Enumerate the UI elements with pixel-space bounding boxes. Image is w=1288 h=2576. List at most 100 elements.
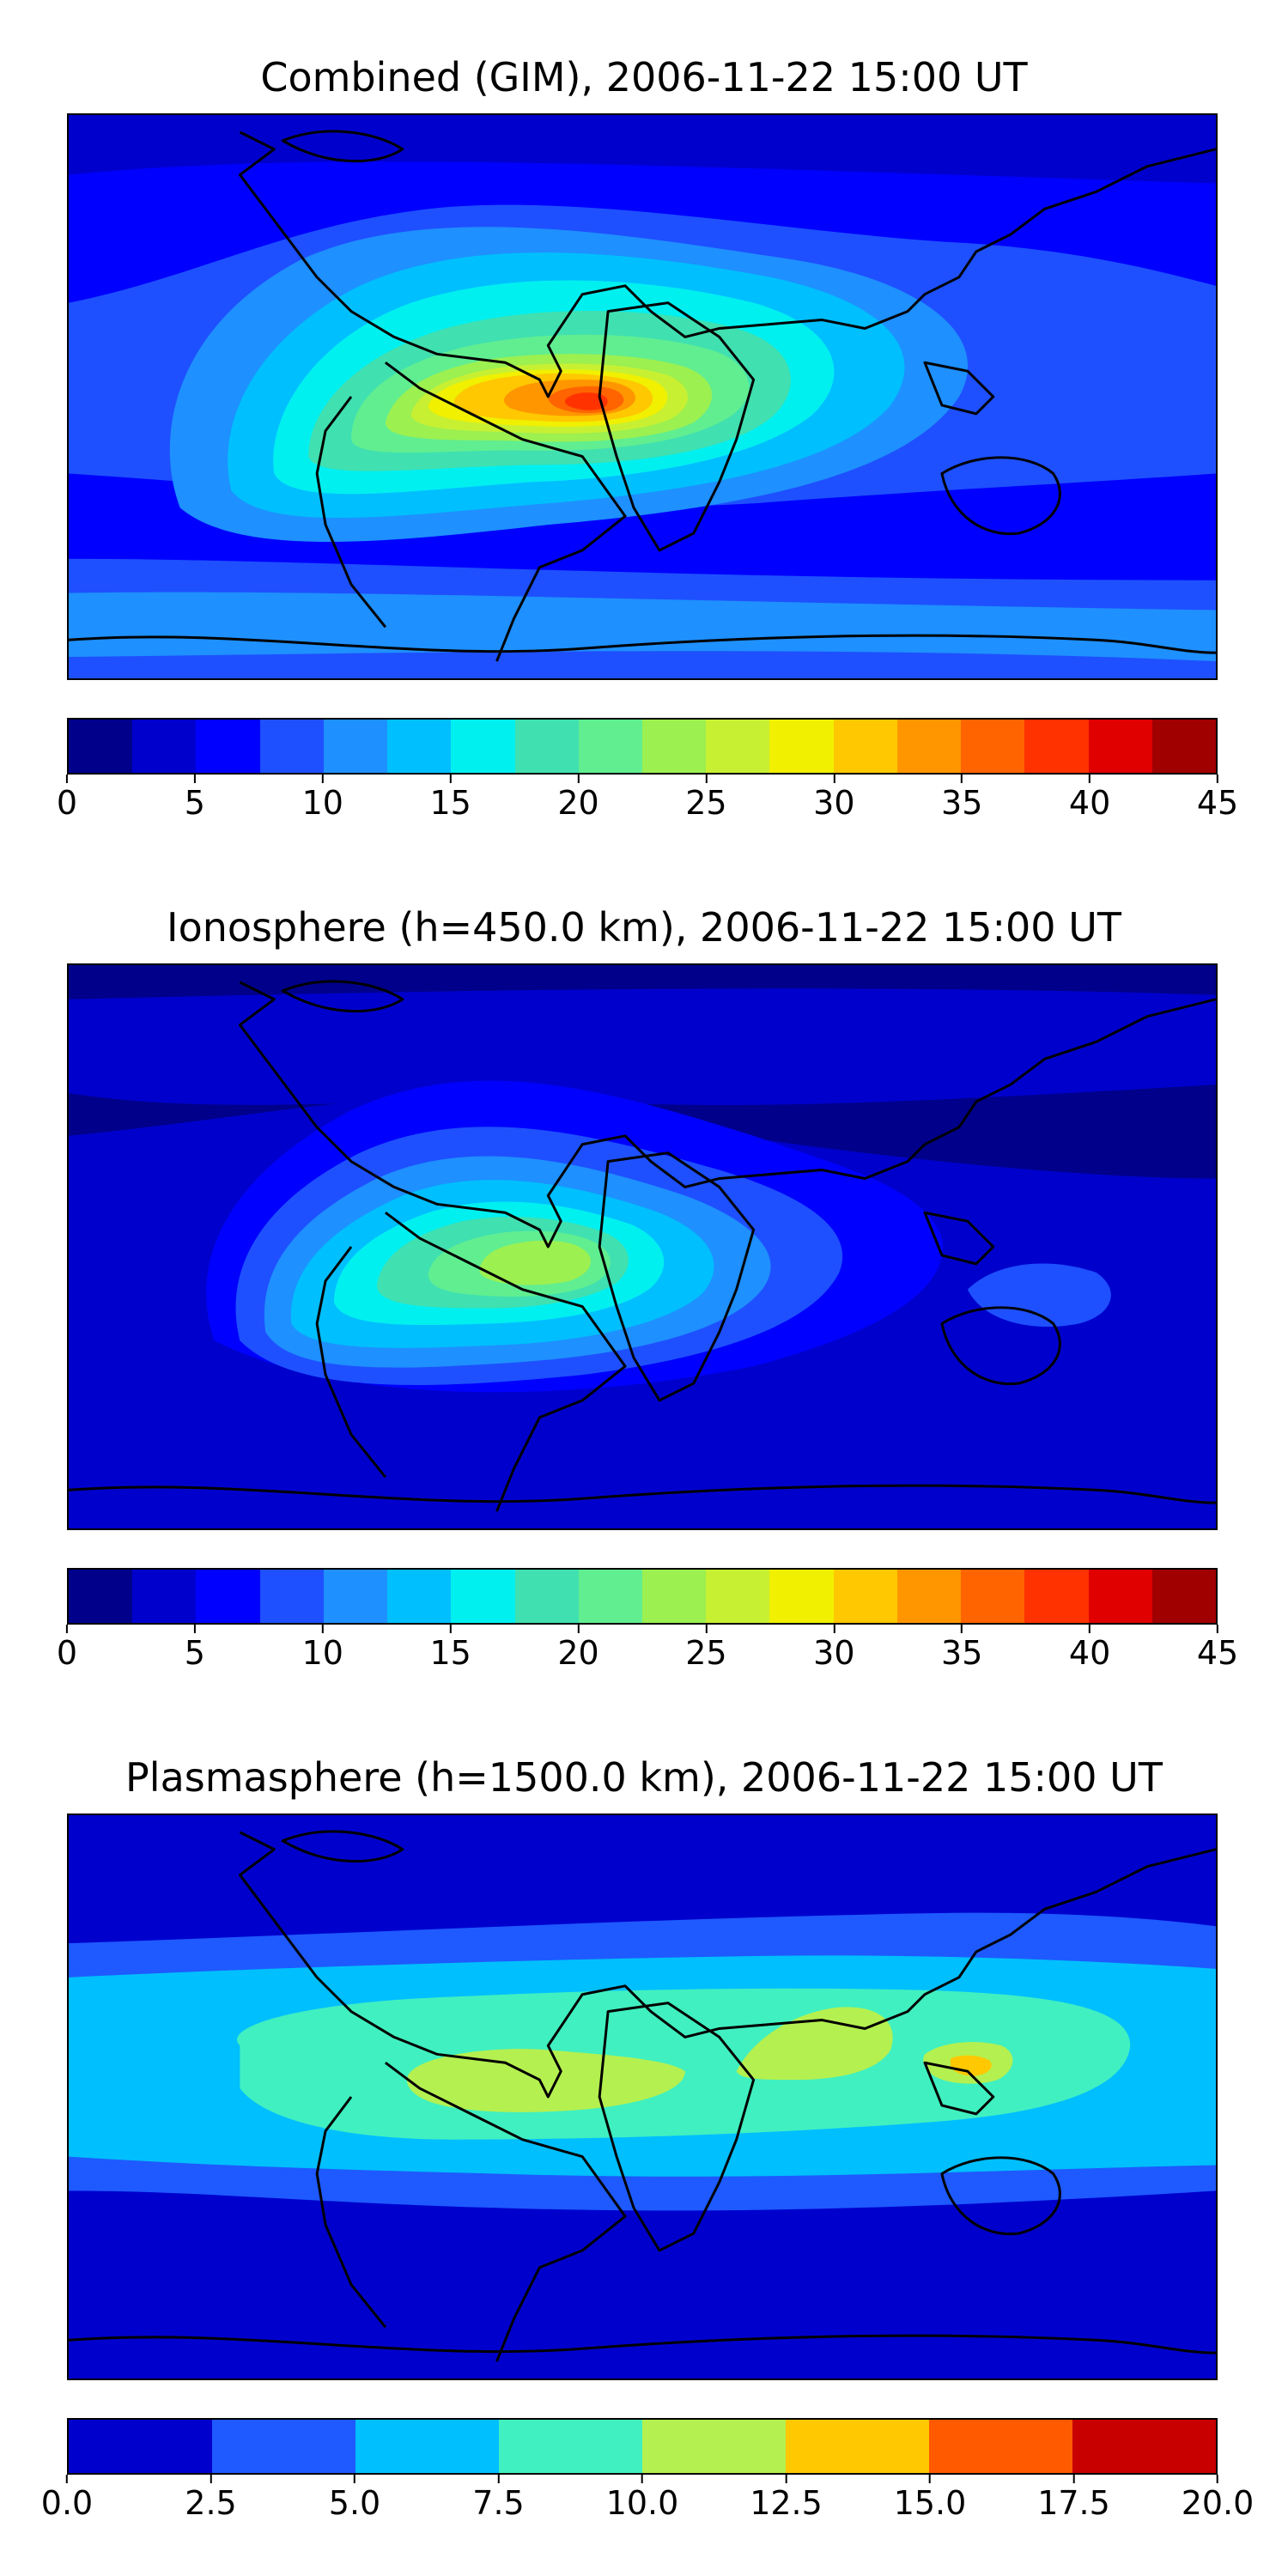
panel-3-colorbar-ticks: 0.0 2.5 5.0 7.5 10.0 12.5 15.0 17.5 20.0 — [41, 2475, 1254, 2526]
panel-2-colorbar — [67, 1568, 1218, 1625]
panel-3-colorbar — [67, 2418, 1218, 2475]
colorbar-tick-label: 25 — [685, 1634, 727, 1672]
colorbar-tick: 0.0 — [41, 2475, 93, 2523]
colorbar-segment — [514, 1570, 579, 1623]
colorbar-tick-label: 25 — [685, 784, 727, 822]
colorbar-tick-label: 35 — [941, 1634, 983, 1672]
colorbar-segment — [786, 2420, 929, 2473]
colorbar-segment — [499, 2420, 642, 2473]
panel-2-title: Ionosphere (h=450.0 km), 2006-11-22 15:0… — [167, 904, 1121, 951]
colorbar-segment — [387, 1570, 452, 1623]
colorbar-tick-label: 12.5 — [750, 2484, 823, 2522]
colorbar-segment — [1088, 720, 1152, 773]
panel-2-map — [67, 963, 1218, 1530]
colorbar-tick: 0 — [57, 1625, 77, 1673]
colorbar-tick: 0 — [57, 775, 77, 823]
colorbar-tick: 20 — [557, 775, 599, 823]
colorbar-tick: 40 — [1069, 1625, 1110, 1673]
colorbar-segment — [578, 1570, 642, 1623]
colorbar-segment — [451, 1570, 515, 1623]
colorbar-tick-label: 35 — [941, 784, 983, 822]
colorbar-tick-label: 20 — [557, 1634, 599, 1672]
colorbar-segment — [259, 720, 324, 773]
colorbar-segment — [706, 1570, 770, 1623]
colorbar-tick-label: 10 — [301, 784, 343, 822]
colorbar-tick-label: 20.0 — [1181, 2484, 1255, 2522]
colorbar-tick-label: 45 — [1196, 1634, 1239, 1672]
colorbar-tick: 30 — [813, 1625, 855, 1673]
colorbar-tick-label: 5.0 — [328, 2484, 381, 2522]
colorbar-tick: 35 — [941, 1625, 982, 1673]
colorbar-segment — [929, 2420, 1072, 2473]
colorbar-segment — [961, 1570, 1025, 1623]
panel-3-title: Plasmasphere (h=1500.0 km), 2006-11-22 1… — [125, 1754, 1163, 1801]
colorbar-segment — [1072, 2420, 1216, 2473]
panel-2-coastlines — [69, 980, 1216, 1512]
colorbar-tick-label: 7.5 — [472, 2484, 525, 2522]
colorbar-tick: 10.0 — [605, 2475, 679, 2523]
colorbar-tick: 15.0 — [893, 2475, 967, 2523]
colorbar-tick-label: 40 — [1068, 784, 1111, 822]
colorbar-segment — [323, 720, 388, 773]
colorbar-segment — [387, 720, 452, 773]
colorbar-segment — [1151, 720, 1216, 773]
colorbar-segment — [132, 1570, 197, 1623]
panel-3-contours — [69, 1912, 1216, 2211]
colorbar-segment — [259, 1570, 324, 1623]
colorbar-segment — [1151, 1570, 1216, 1623]
colorbar-segment — [578, 720, 642, 773]
colorbar-segment — [69, 2420, 212, 2473]
colorbar-tick: 5.0 — [329, 2475, 380, 2523]
colorbar-segment — [833, 1570, 897, 1623]
colorbar-tick: 15 — [429, 1625, 471, 1673]
colorbar-segment — [641, 1570, 707, 1623]
colorbar-segment — [706, 720, 770, 773]
colorbar-tick-label: 15 — [429, 784, 471, 822]
panel-2-contours — [69, 988, 1216, 1528]
colorbar-segment — [451, 720, 515, 773]
colorbar-segment — [833, 720, 897, 773]
colorbar-tick: 5 — [185, 1625, 205, 1673]
colorbar-tick-label: 40 — [1068, 1634, 1111, 1672]
colorbar-tick-label: 10 — [301, 1634, 343, 1672]
colorbar-tick: 17.5 — [1037, 2475, 1110, 2523]
colorbar-tick-label: 20 — [557, 784, 599, 822]
colorbar-tick: 7.5 — [472, 2475, 525, 2523]
colorbar-tick-label: 5 — [184, 784, 205, 822]
colorbar-tick: 10 — [302, 775, 343, 823]
colorbar-tick: 25 — [685, 1625, 727, 1673]
colorbar-tick: 30 — [813, 775, 855, 823]
colorbar-tick-label: 45 — [1196, 784, 1239, 822]
colorbar-segment — [212, 2420, 355, 2473]
colorbar-tick: 12.5 — [750, 2475, 823, 2523]
panel-1-map — [67, 113, 1218, 680]
colorbar-tick: 25 — [685, 775, 727, 823]
panel-1-title: Combined (GIM), 2006-11-22 15:00 UT — [260, 54, 1028, 100]
colorbar-tick-label: 17.5 — [1037, 2484, 1110, 2522]
colorbar-tick: 45 — [1197, 1625, 1238, 1673]
colorbar-tick: 40 — [1069, 775, 1110, 823]
colorbar-tick-label: 2.5 — [185, 2484, 237, 2522]
colorbar-segment — [769, 1570, 834, 1623]
colorbar-tick-label: 10.0 — [605, 2484, 679, 2522]
panel-1-contours — [69, 161, 1216, 678]
colorbar-tick-label: 5 — [184, 1634, 205, 1672]
colorbar-segment — [196, 1570, 260, 1623]
colorbar-tick: 35 — [941, 775, 982, 823]
colorbar-tick-label: 15 — [429, 1634, 471, 1672]
colorbar-segment — [196, 720, 260, 773]
panel-1-coastlines — [69, 130, 1216, 662]
panel-2-colorbar-ticks: 0 5 10 15 20 25 30 35 40 45 — [57, 1625, 1238, 1676]
colorbar-tick: 2.5 — [185, 2475, 237, 2523]
colorbar-segment — [355, 2420, 499, 2473]
colorbar-tick-label: 30 — [813, 1634, 855, 1672]
colorbar-tick-label: 15.0 — [893, 2484, 967, 2522]
colorbar-segment — [69, 720, 133, 773]
colorbar-segment — [514, 720, 579, 773]
panel-3-coastlines — [69, 1830, 1216, 2362]
colorbar-segment — [896, 1570, 962, 1623]
colorbar-segment — [896, 720, 962, 773]
panel-1-colorbar-ticks: 0 5 10 15 20 25 30 35 40 45 — [57, 775, 1238, 826]
colorbar-segment — [769, 720, 834, 773]
colorbar-tick: 15 — [429, 775, 471, 823]
